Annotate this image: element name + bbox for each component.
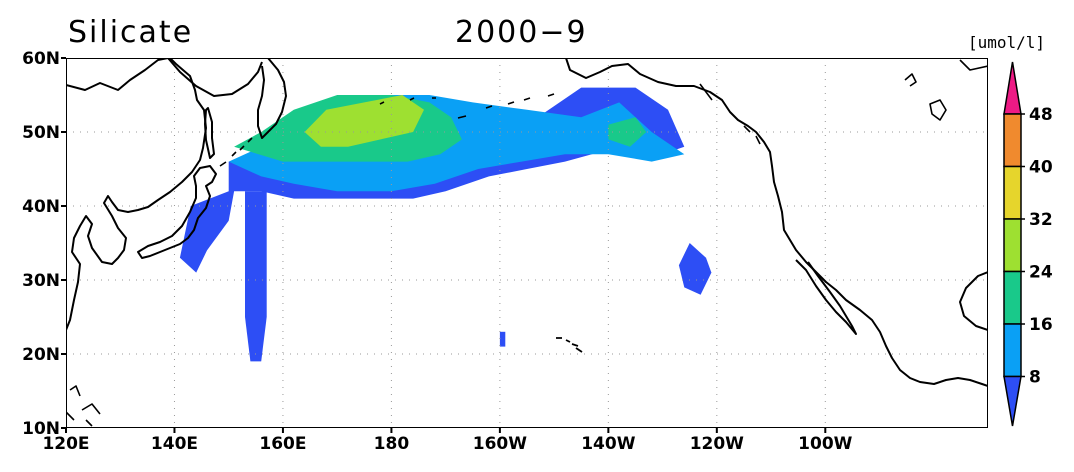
lon-tick-label: 140E [151,434,198,454]
north-america-coastline [565,58,988,387]
sakhalin-coastline [204,107,215,159]
coastlines [66,58,988,427]
lon-tick-label: 100W [798,434,852,454]
silicate-region-1 [245,191,267,362]
okhotsk-coastline [167,58,263,97]
colorbar-label: 40 [1029,158,1053,178]
graticule [66,58,988,428]
colorbar-unit: [umol/l] [968,33,1045,52]
silicate-region-2 [678,243,712,295]
silicate-region-6 [608,117,647,147]
baja-coastline [795,259,857,335]
silicate-region-3 [499,331,506,347]
colorbar-label: 8 [1029,368,1041,388]
lat-tick-label: 10N [22,419,60,439]
colorbar: 8 16 24 32 40 48 [1003,61,1053,427]
lon-tick-label: 120W [690,434,744,454]
hawaii-islands [556,337,583,353]
period-title: 2000−9 [455,15,588,50]
map-plot-area [66,58,988,428]
colorbar-label: 16 [1029,315,1053,335]
kuril-islands [219,137,253,167]
japan-coastline [137,165,217,259]
silicate-region-7 [304,95,424,147]
colorbar-label: 32 [1029,210,1053,230]
colorbar-label: 48 [1029,105,1053,125]
lat-tick-label: 60N [22,49,60,69]
gulf-coastline [959,271,988,331]
lon-tick-label: 120E [42,434,89,454]
lat-tick-label: 40N [22,197,60,217]
aleutian-islands [379,93,555,119]
lon-tick-label: 140W [581,434,635,454]
colorbar-segment [1003,113,1022,168]
lon-tick-label: 160W [473,434,527,454]
lat-tick-label: 30N [22,271,60,291]
lon-tick-label: 160E [259,434,306,454]
lat-tick-label: 20N [22,345,60,365]
silicate-field-layer [179,87,712,362]
west-pacific-islands [66,385,101,427]
lat-tick-label: 50N [22,123,60,143]
colorbar-label: 24 [1029,263,1053,283]
colorbar-segment [1003,270,1022,325]
kamchatka-coastline [257,58,287,139]
colorbar-segment [1003,218,1022,273]
colorbar-top-arrow [1003,61,1022,115]
lon-tick-label: 180 [374,434,410,454]
alaska-panhandle [699,83,761,145]
map-axes: 120E 140E 160E 180 160W 140W 120W 100W 10N 20N 30N… [22,49,853,454]
colorbar-bottom-arrow [1003,375,1022,427]
colorbar-segment [1003,323,1022,378]
canada-islands [904,59,988,121]
colorbar-segment [1003,165,1022,220]
variable-title: Silicate [68,15,193,50]
